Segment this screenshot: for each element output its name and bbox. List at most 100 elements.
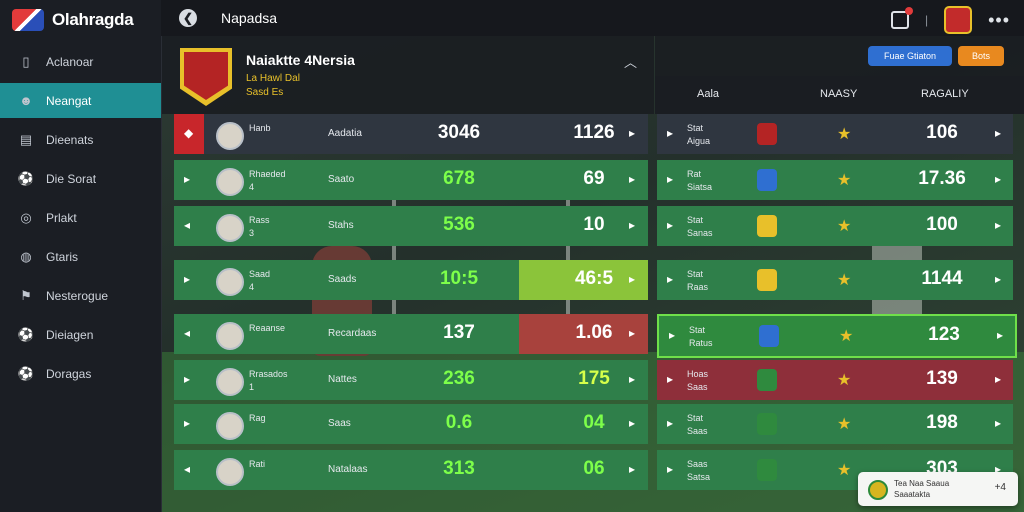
star-icon[interactable]: ★ [839,328,854,345]
column-2[interactable]: NAASY [820,88,858,100]
row-arrow-icon[interactable]: ▸ [667,126,674,140]
player-row[interactable]: ▸ Rhaeded 4 Saato 678 69 ▸ [174,160,648,200]
star-icon[interactable]: ★ [837,372,852,389]
toast-action[interactable]: +4 [994,482,1006,493]
chevron-right-icon[interactable]: ▸ [995,416,1002,430]
club-row[interactable]: ▸ Stat Saas ★ 198 ▸ [657,404,1013,444]
club-row[interactable]: ▸ Hoas Saas ★ 139 ▸ [657,360,1013,400]
row-arrow-icon[interactable]: ◂ [184,218,191,232]
sidebar-item-label: Die Sorat [46,171,97,186]
chevron-right-icon[interactable]: ▸ [997,328,1004,342]
player-row[interactable]: ◂ Rati Natalaas 313 06 ▸ [174,450,648,490]
row-arrow-icon[interactable]: ▸ [184,272,191,286]
club-row[interactable]: ▸ Stat Sanas ★ 100 ▸ [657,206,1013,246]
club-value: 198 [926,412,958,433]
player-avatar [216,122,244,150]
chevron-right-icon[interactable]: ▸ [629,326,636,340]
player-row[interactable]: ◂ Reaanse Recardaas 137 1.06 ▸ [174,314,648,354]
chevron-right-icon[interactable]: ▸ [995,218,1002,232]
chevron-right-icon[interactable]: ▸ [629,172,636,186]
stat-value-1: 137 [443,322,475,343]
club-crest-icon [757,413,777,435]
more-options-icon[interactable]: ••• [988,9,1010,30]
row-arrow-icon[interactable]: ◂ [184,326,191,340]
column-1[interactable]: Aala [697,88,720,100]
player-row[interactable]: ◂ Rass 3 Stahs 536 10 ▸ [174,206,648,246]
team-crest [180,48,232,106]
player-name: Rati [249,459,266,469]
chevron-right-icon[interactable]: ▸ [995,372,1002,386]
player-avatar-icon: ☻ [19,93,33,108]
club-row[interactable]: ▸ Rat Siatsa ★ 17.36 ▸ [657,160,1013,200]
chevron-right-icon[interactable]: ▸ [629,272,636,286]
player-row[interactable]: ◆ Hanb Aadatia 3046 1126 ▸ [174,114,648,154]
chevron-right-icon[interactable]: ▸ [629,218,636,232]
star-icon[interactable]: ★ [837,462,852,479]
sidebar-item[interactable]: ▯ Aclanoar [0,44,161,79]
club-name: Hoas Saas [687,369,709,392]
row-arrow-icon[interactable]: ◆ [184,126,194,140]
club-crest-icon [757,169,777,191]
stat-value-1: 536 [443,214,475,235]
club-row[interactable]: ▸ Stat Ratus ★ 123 ▸ [657,314,1017,358]
star-icon[interactable]: ★ [837,416,852,433]
app-logo[interactable]: Olahragda [0,0,161,40]
sidebar-item[interactable]: ◎ Prlakt [0,200,161,235]
row-arrow-icon[interactable]: ▸ [184,172,191,186]
back-button[interactable]: ❮ [179,9,197,27]
sidebar-item-label: Gtaris [46,249,79,264]
primary-action-button[interactable]: Fuae Gtiaton [868,46,952,66]
star-icon[interactable]: ★ [837,126,852,143]
star-icon[interactable]: ★ [837,172,852,189]
row-arrow-icon[interactable]: ▸ [667,462,674,476]
row-arrow-icon[interactable]: ▸ [667,272,674,286]
player-avatar [216,322,244,350]
chevron-right-icon[interactable]: ▸ [629,462,636,476]
player-row[interactable]: ▸ Rrasados 1 Nattes 236 175 ▸ [174,360,648,400]
star-icon[interactable]: ★ [837,272,852,289]
club-value: 17.36 [918,168,966,189]
row-arrow-icon[interactable]: ▸ [184,372,191,386]
column-3[interactable]: RAGALIY [921,88,969,100]
user-avatar[interactable] [944,6,973,34]
player-position: Aadatia [328,128,362,139]
stat-value-1: 313 [443,458,475,479]
sidebar-item-label: Aclanoar [46,54,94,69]
row-arrow-icon[interactable]: ▸ [667,172,674,186]
row-arrow-icon[interactable]: ▸ [667,416,674,430]
player-name: Rhaeded [249,169,286,179]
sidebar-item[interactable]: ◍ Gtaris [0,239,161,274]
chevron-right-icon[interactable]: ▸ [995,172,1002,186]
chevron-right-icon[interactable]: ▸ [995,462,1002,476]
notification-icon[interactable] [890,7,913,29]
club-value: 100 [926,214,958,235]
row-arrow-icon[interactable]: ◂ [184,462,191,476]
sidebar-item[interactable]: ⚽ Die Sorat [0,161,161,196]
sidebar-item[interactable]: ▤ Dieenats [0,122,161,157]
chevron-right-icon[interactable]: ▸ [629,126,636,140]
row-highlight [519,260,648,300]
secondary-action-button[interactable]: Bots [958,46,1004,66]
club-row[interactable]: ▸ Stat Aigua ★ 106 ▸ [657,114,1013,154]
row-arrow-icon[interactable]: ▸ [667,218,674,232]
chevron-right-icon[interactable]: ▸ [995,272,1002,286]
player-row[interactable]: ▸ Rag Saas 0.6 04 ▸ [174,404,648,444]
club-name: Stat Ratus [689,325,713,348]
chevron-right-icon[interactable]: ▸ [995,126,1002,140]
collapse-chevron-icon[interactable]: ︿ [624,55,638,70]
player-row[interactable]: ▸ Saad 4 Saads 10:5 46:5 ▸ [174,260,648,300]
row-arrow-icon[interactable]: ▸ [667,372,674,386]
club-row[interactable]: ▸ Stat Raas ★ 1144 ▸ [657,260,1013,300]
row-arrow-icon[interactable]: ▸ [184,416,191,430]
notification-toast[interactable]: Tea Naa Saaua Saaatakta +4 [858,472,1018,506]
star-icon[interactable]: ★ [837,218,852,235]
sidebar-item[interactable]: ⚽ Dieiagen [0,317,161,352]
globe-icon: ◍ [20,248,32,264]
sidebar-item[interactable]: ⚑ Nesterogue [0,278,161,313]
sidebar-item[interactable]: ☻ Neangat [0,83,161,118]
sidebar-item[interactable]: ⚽ Doragas [0,356,161,391]
chevron-right-icon[interactable]: ▸ [629,416,636,430]
row-arrow-icon[interactable]: ▸ [669,328,676,342]
chevron-right-icon[interactable]: ▸ [629,372,636,386]
player-name: Saad [249,269,271,279]
